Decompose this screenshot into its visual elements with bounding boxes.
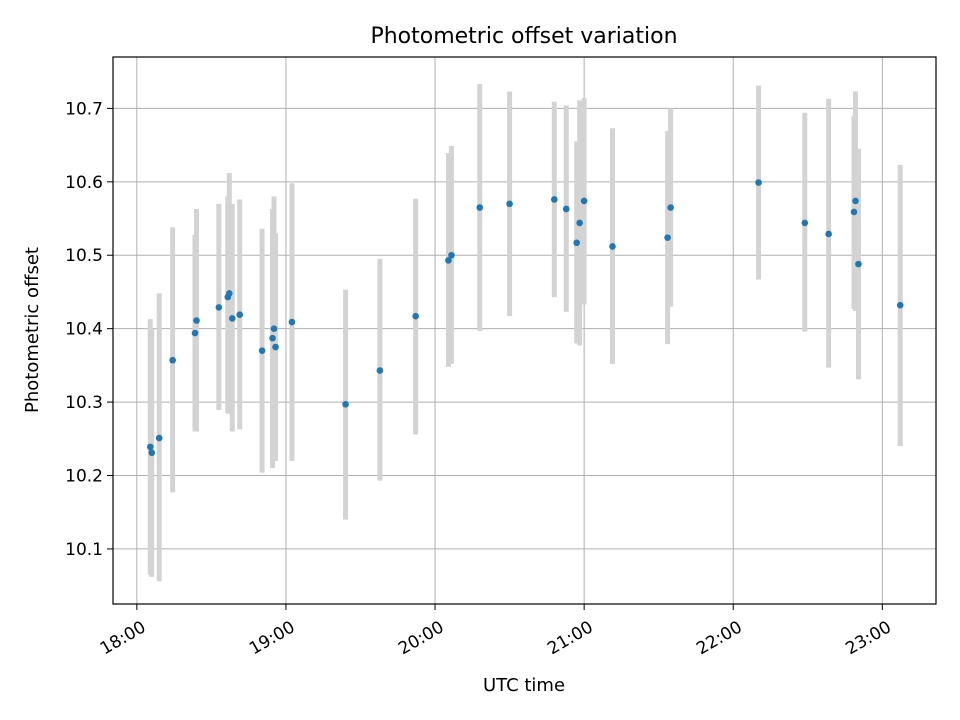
y-axis-ticks: 10.1 10.2 10.3 10.4 10.5 10.6 10.7 xyxy=(65,99,113,560)
x-tick-label: 19:00 xyxy=(246,617,298,659)
x-tick-label: 23:00 xyxy=(842,617,894,659)
data-point xyxy=(148,449,156,457)
data-point xyxy=(664,234,671,241)
data-point xyxy=(801,219,809,227)
data-point xyxy=(215,304,223,311)
data-point xyxy=(667,204,674,211)
x-tick-label: 21:00 xyxy=(544,617,596,659)
error-bars xyxy=(147,84,903,582)
data-point xyxy=(755,179,762,186)
data-point xyxy=(445,257,452,264)
data-point xyxy=(825,230,832,238)
y-tick-label: 10.3 xyxy=(65,393,103,413)
x-axis-label: UTC time xyxy=(483,675,565,696)
data-point xyxy=(580,197,588,205)
data-point xyxy=(146,443,154,451)
data-point xyxy=(193,317,200,324)
data-point xyxy=(412,312,419,320)
y-axis-label: Photometric offset xyxy=(22,247,43,413)
data-point xyxy=(155,434,163,442)
data-point xyxy=(850,208,858,216)
data-points xyxy=(146,179,904,457)
data-point xyxy=(376,367,384,374)
data-point xyxy=(288,318,296,326)
data-point xyxy=(258,347,266,354)
x-axis-ticks: 18:00 19:00 20:00 21:00 22:00 23:00 xyxy=(97,604,895,659)
data-point xyxy=(191,329,199,337)
x-tick-label: 18:00 xyxy=(97,617,149,659)
y-tick-label: 10.2 xyxy=(65,467,103,487)
data-point xyxy=(169,356,176,364)
x-tick-label: 20:00 xyxy=(395,617,447,659)
data-point xyxy=(852,197,859,205)
data-point xyxy=(562,205,570,213)
y-tick-label: 10.1 xyxy=(65,540,103,560)
y-tick-label: 10.7 xyxy=(65,99,103,119)
data-point xyxy=(225,290,233,297)
data-point xyxy=(576,219,583,227)
data-point xyxy=(270,325,278,332)
data-point xyxy=(896,301,904,309)
data-point xyxy=(272,343,279,351)
plot-area-frame xyxy=(112,56,937,605)
x-tick-label: 22:00 xyxy=(693,617,745,659)
data-point xyxy=(228,315,236,322)
chart-title: Photometric offset variation xyxy=(370,24,677,49)
data-point xyxy=(506,200,513,208)
data-point xyxy=(342,400,349,408)
data-point xyxy=(573,239,580,247)
data-point xyxy=(476,204,484,211)
grid-lines xyxy=(113,57,936,604)
y-tick-label: 10.4 xyxy=(65,320,103,340)
y-tick-label: 10.5 xyxy=(65,246,103,266)
data-point xyxy=(609,243,616,250)
data-point xyxy=(269,334,276,342)
data-point xyxy=(448,251,455,259)
y-tick-label: 10.6 xyxy=(65,173,103,193)
data-point xyxy=(236,311,244,319)
data-point xyxy=(551,196,558,203)
data-point xyxy=(855,260,862,268)
